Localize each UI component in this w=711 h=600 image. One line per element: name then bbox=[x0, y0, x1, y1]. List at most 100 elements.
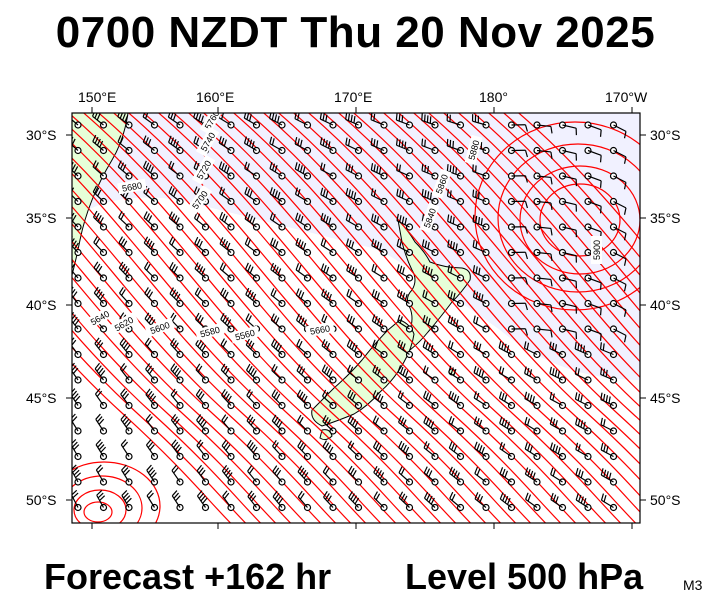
wind-barb bbox=[609, 197, 627, 215]
wind-barb bbox=[246, 389, 261, 410]
wind-barb bbox=[558, 223, 577, 238]
wind-barb bbox=[72, 413, 82, 435]
wind-barb bbox=[294, 187, 312, 206]
wind-barb bbox=[245, 287, 261, 308]
wind-barb bbox=[121, 490, 133, 512]
wind-barb bbox=[472, 239, 490, 257]
wind-barb bbox=[323, 490, 337, 512]
wind-barb bbox=[92, 160, 108, 180]
wind-barb bbox=[499, 467, 516, 486]
wind-barb bbox=[195, 388, 210, 410]
map-title: 0700 NZDT Thu 20 Nov 2025 bbox=[55, 8, 656, 57]
wind-barb bbox=[345, 162, 363, 180]
wind-barb bbox=[244, 237, 261, 257]
contour-line bbox=[397, 113, 640, 379]
contour-line bbox=[72, 362, 232, 523]
contour-line bbox=[352, 113, 640, 422]
wind-barb bbox=[269, 113, 286, 129]
wind-barb bbox=[96, 489, 108, 512]
wind-barb bbox=[422, 289, 439, 308]
wind-barb bbox=[398, 491, 414, 512]
wind-barb bbox=[168, 135, 184, 155]
wind-barb bbox=[370, 188, 388, 206]
contour-line bbox=[112, 113, 502, 523]
wind-barb bbox=[558, 248, 577, 263]
wind-barb bbox=[244, 161, 261, 180]
lon-label-top: 170°E bbox=[334, 89, 372, 105]
wind-barb bbox=[321, 288, 337, 308]
contour-line bbox=[427, 113, 640, 347]
contour-line bbox=[157, 113, 547, 523]
wind-barb bbox=[609, 172, 627, 190]
wind-barb bbox=[95, 464, 108, 486]
wind-barb bbox=[196, 490, 210, 512]
wind-barb bbox=[549, 442, 567, 461]
wind-barb bbox=[372, 339, 388, 359]
wind-barb bbox=[272, 465, 286, 486]
wind-barb bbox=[550, 492, 567, 512]
wind-barb bbox=[422, 314, 439, 333]
wind-barb bbox=[117, 135, 133, 155]
wind-barb bbox=[246, 414, 261, 435]
contour-line bbox=[502, 113, 640, 259]
wind-barb bbox=[346, 288, 363, 308]
wind-barb bbox=[345, 137, 363, 155]
wind-barb bbox=[218, 136, 235, 155]
lon-label-top: 180° bbox=[479, 89, 508, 105]
wind-barb bbox=[346, 339, 363, 359]
contour-line bbox=[142, 113, 532, 523]
weather-map: 5760 5740 5720 5700 5680 5660 5640 5620 … bbox=[0, 80, 711, 540]
wind-barb bbox=[93, 261, 108, 282]
wind-barb bbox=[609, 299, 627, 317]
wind-barb bbox=[507, 274, 529, 285]
wind-barb bbox=[472, 265, 490, 282]
contour-line bbox=[72, 157, 412, 523]
wind-barb bbox=[143, 236, 159, 257]
wind-barb bbox=[473, 315, 490, 333]
contour-line bbox=[72, 142, 427, 523]
low-centre-contours bbox=[72, 461, 161, 523]
wind-barb bbox=[600, 468, 618, 486]
wind-barb bbox=[550, 467, 567, 486]
wind-barb bbox=[524, 416, 541, 435]
wind-barb bbox=[346, 263, 363, 282]
wind-barb bbox=[397, 365, 414, 384]
wind-barb bbox=[574, 341, 592, 359]
wind-barb bbox=[507, 325, 529, 336]
wind-barb bbox=[345, 187, 363, 206]
wind-barb bbox=[472, 290, 490, 308]
wind-barb bbox=[145, 413, 159, 435]
wind-barb bbox=[507, 121, 529, 132]
wind-barb bbox=[423, 390, 439, 410]
contour-line bbox=[262, 113, 640, 513]
wind-barb bbox=[244, 212, 261, 231]
wind-barb bbox=[297, 490, 312, 512]
wind-barb bbox=[72, 113, 82, 129]
wind-barb bbox=[448, 365, 465, 384]
wind-barb bbox=[221, 439, 235, 461]
wind-barb bbox=[599, 342, 618, 359]
wind-barb bbox=[549, 417, 567, 435]
wind-barb bbox=[370, 163, 388, 180]
lon-label-bottom: 170°E bbox=[334, 537, 372, 540]
contour-line bbox=[277, 113, 640, 497]
wind-barb bbox=[421, 239, 439, 257]
wind-barb bbox=[584, 325, 602, 341]
wind-barb bbox=[221, 388, 235, 410]
wind-barb bbox=[145, 363, 159, 384]
wind-barb bbox=[170, 414, 184, 435]
wind-barb bbox=[168, 186, 184, 206]
lat-label-right: 45°S bbox=[650, 390, 681, 406]
wind-barb bbox=[371, 314, 388, 333]
wind-barb bbox=[472, 214, 490, 231]
wind-barb bbox=[397, 339, 414, 359]
wind-barb bbox=[549, 341, 567, 359]
wind-barb bbox=[270, 338, 286, 359]
wind-barb bbox=[447, 214, 465, 231]
wind-barb bbox=[220, 338, 235, 359]
wind-barb bbox=[533, 299, 553, 312]
wind-barb bbox=[533, 121, 553, 134]
wind-barb bbox=[472, 164, 490, 180]
map-canvas: 5760 5740 5720 5700 5680 5660 5640 5620 … bbox=[26, 89, 681, 540]
wind-barb bbox=[170, 388, 184, 410]
